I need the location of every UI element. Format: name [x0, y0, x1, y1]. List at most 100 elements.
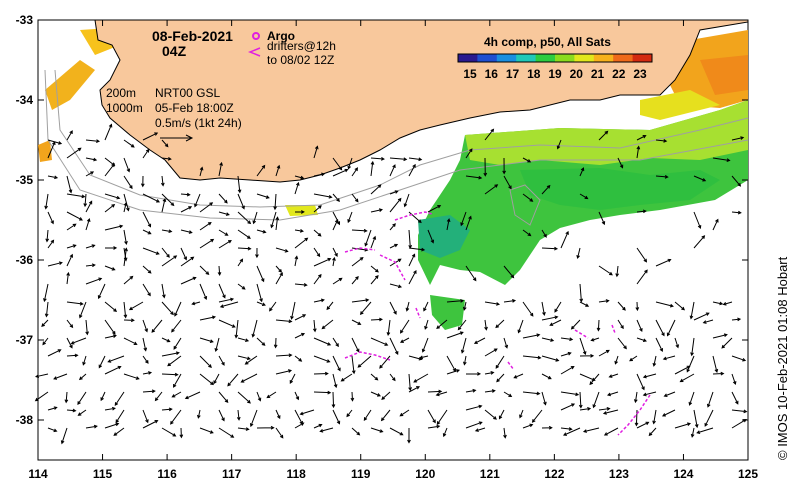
current-arrow [85, 157, 98, 162]
current-arrow [541, 337, 555, 342]
current-arrow [460, 337, 467, 354]
current-arrow [256, 391, 262, 402]
current-arrow [598, 265, 613, 276]
current-arrow [636, 269, 648, 285]
current-arrow [579, 167, 585, 177]
current-arrow [104, 246, 118, 250]
current-arrow [66, 244, 77, 249]
current-arrow [522, 229, 532, 237]
current-arrow [142, 420, 159, 429]
current-arrow [614, 355, 619, 365]
current-arrow [364, 229, 372, 247]
current-arrow [351, 319, 362, 325]
current-arrow [386, 319, 391, 337]
current-arrow [332, 355, 341, 372]
current-arrow [363, 409, 372, 421]
current-arrow [347, 211, 353, 224]
current-arrow [312, 319, 317, 333]
source-date: 05-Feb 18:00Z [155, 101, 234, 115]
current-arrow [608, 373, 619, 378]
current-arrow [731, 355, 747, 362]
current-arrow [85, 139, 101, 143]
current-arrow [560, 427, 573, 431]
current-arrow [115, 409, 125, 424]
current-arrow [313, 205, 322, 213]
current-arrow [199, 202, 214, 213]
current-arrow [313, 337, 332, 346]
current-arrow [731, 136, 745, 141]
current-arrow [408, 211, 422, 224]
current-arrow [142, 389, 156, 394]
current-arrow [517, 319, 524, 334]
current-arrow [446, 331, 464, 339]
colorbar-segment [555, 54, 575, 62]
current-arrow [142, 409, 149, 424]
current-arrow [560, 351, 572, 357]
current-vectors [34, 123, 748, 445]
current-arrow [351, 193, 359, 203]
current-arrow [351, 298, 370, 303]
current-arrow [294, 355, 303, 362]
current-arrow [427, 205, 442, 213]
current-arrow [66, 130, 73, 141]
current-arrow [142, 265, 152, 274]
current-arrow [465, 148, 473, 159]
current-arrow [351, 427, 361, 436]
current-arrow [237, 193, 245, 210]
current-arrow [617, 319, 624, 330]
current-arrow [541, 301, 546, 316]
current-arrow [579, 353, 595, 358]
current-arrow [161, 229, 173, 234]
current-arrow [227, 373, 239, 387]
current-arrow [218, 229, 229, 236]
current-arrow [652, 409, 657, 425]
current-arrow [462, 355, 467, 366]
current-arrow [321, 319, 334, 330]
current-arrow [474, 427, 486, 432]
current-arrow [66, 353, 79, 358]
current-arrow [405, 301, 410, 312]
colorbar-segment [613, 54, 634, 62]
current-arrow [731, 409, 748, 414]
current-arrow [123, 275, 134, 285]
colorbar-segment [535, 54, 556, 62]
current-arrow [465, 215, 472, 231]
current-arrow [213, 373, 220, 385]
current-arrow [180, 256, 195, 267]
current-arrow [642, 391, 657, 397]
current-arrow [275, 247, 289, 253]
current-arrow [294, 237, 309, 249]
current-arrow [237, 175, 242, 194]
current-arrow [446, 298, 465, 303]
x-tick-label: 123 [609, 467, 629, 481]
x-tick-label: 125 [738, 467, 758, 481]
current-arrow [104, 203, 116, 213]
x-tick-label: 116 [157, 467, 177, 481]
current-arrow [655, 301, 674, 308]
current-arrow [522, 157, 532, 163]
current-arrow [648, 427, 657, 437]
current-arrow [370, 184, 382, 195]
current-arrow [332, 373, 338, 389]
current-arrow [419, 355, 429, 360]
current-arrow [503, 427, 507, 439]
current-arrow [389, 427, 404, 436]
y-tick-label: -35 [16, 173, 34, 187]
current-arrow [35, 373, 49, 378]
current-arrow [199, 355, 212, 368]
current-arrow [114, 391, 125, 407]
current-arrow [66, 175, 73, 194]
current-arrow [142, 193, 160, 203]
current-arrow [290, 301, 296, 320]
current-arrow [413, 373, 429, 383]
current-arrow [107, 355, 125, 363]
current-arrow [199, 427, 214, 434]
current-arrow [598, 211, 606, 226]
current-arrow [541, 229, 547, 238]
current-arrow [541, 425, 553, 430]
current-arrow [85, 263, 96, 268]
colorbar-tick: 15 [463, 67, 477, 81]
colorbar-tick: 19 [548, 67, 562, 81]
current-arrow [592, 391, 600, 409]
colorbar-segment [458, 54, 478, 62]
